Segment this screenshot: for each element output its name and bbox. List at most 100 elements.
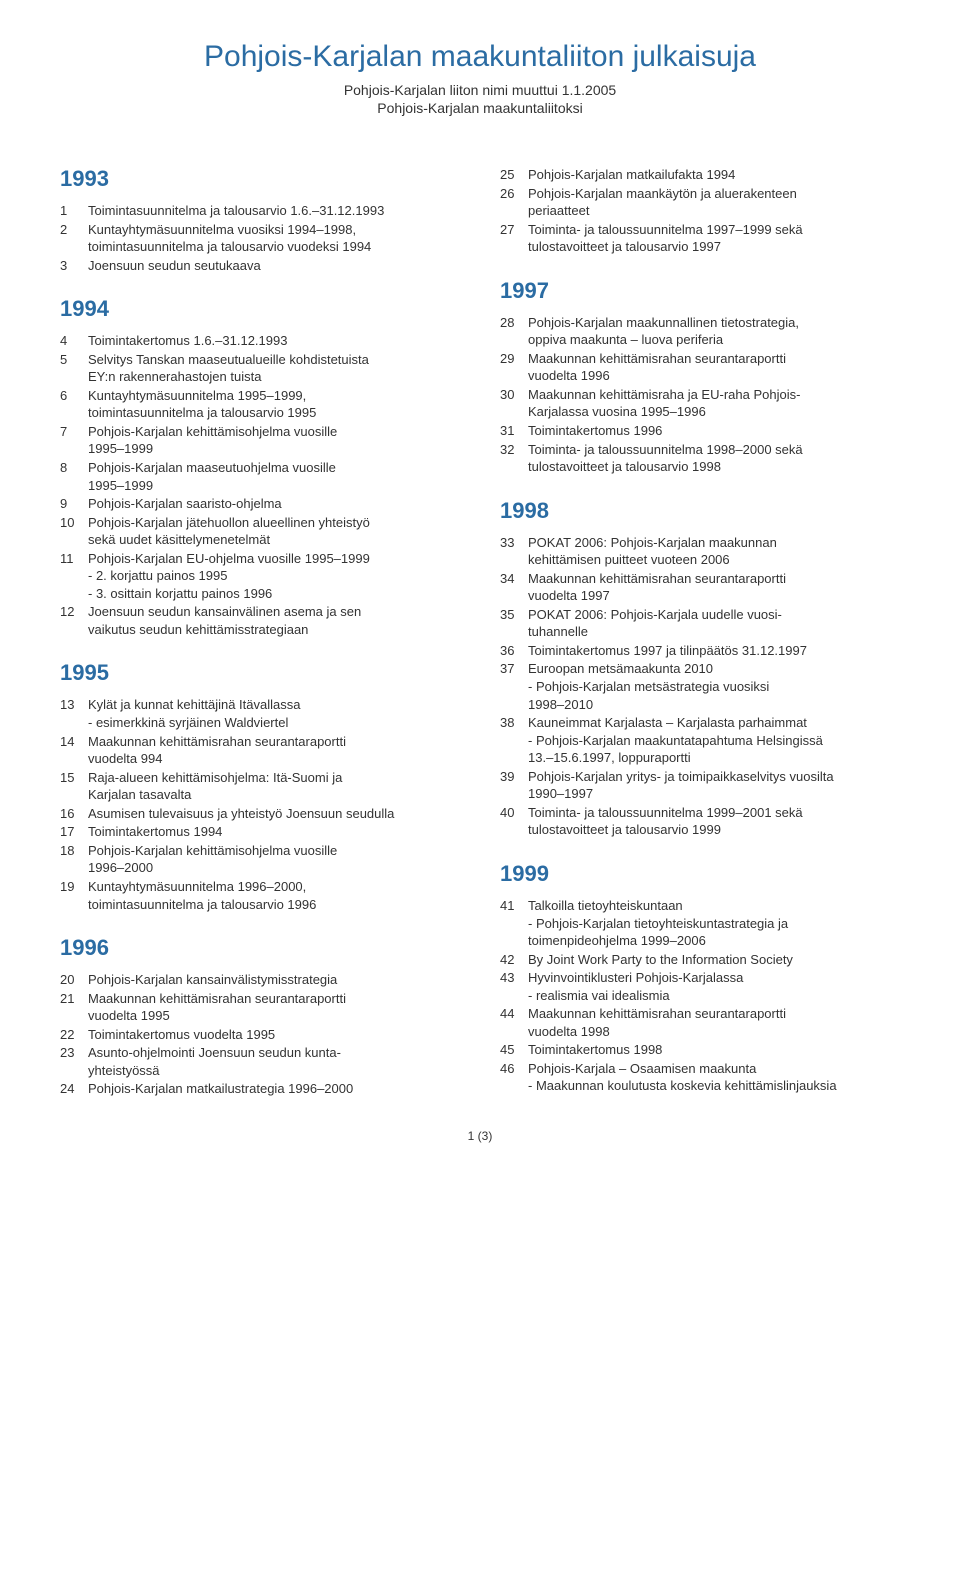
list-item: 18Pohjois-Karjalan kehittämisohjelma vuo… <box>60 842 460 877</box>
item-text: Pohjois-Karjalan matkailufakta 1994 <box>528 166 900 184</box>
list-item: 40Toiminta- ja taloussuunnitelma 1999–20… <box>500 804 900 839</box>
list-item: 34Maakunnan kehittämisrahan seurantarapo… <box>500 570 900 605</box>
year-heading: 1999 <box>500 861 900 887</box>
page-footer: 1 (3) <box>60 1129 900 1143</box>
list-item: 30Maakunnan kehittämisraha ja EU-raha Po… <box>500 386 900 421</box>
item-number: 1 <box>60 202 88 220</box>
right-column: 25Pohjois-Karjalan matkailufakta 199426P… <box>500 166 900 1099</box>
item-number: 8 <box>60 459 88 494</box>
list-item: 1Toimintasuunnitelma ja talousarvio 1.6.… <box>60 202 460 220</box>
item-text: Pohjois-Karjalan saaristo-ohjelma <box>88 495 460 513</box>
item-number: 7 <box>60 423 88 458</box>
item-number: 12 <box>60 603 88 638</box>
list-item: 37Euroopan metsämaakunta 2010 - Pohjois-… <box>500 660 900 713</box>
item-number: 17 <box>60 823 88 841</box>
item-text: Pohjois-Karjalan maankäytön ja alueraken… <box>528 185 900 220</box>
item-text: Raja-alueen kehittämisohjelma: Itä-Suomi… <box>88 769 460 804</box>
item-text: Maakunnan kehittämisrahan seurantaraport… <box>528 570 900 605</box>
item-number: 3 <box>60 257 88 275</box>
item-number: 20 <box>60 971 88 989</box>
entry-list: 33POKAT 2006: Pohjois-Karjalan maakunnan… <box>500 534 900 839</box>
item-text: Toimintakertomus 1994 <box>88 823 460 841</box>
item-number: 32 <box>500 441 528 476</box>
item-number: 39 <box>500 768 528 803</box>
item-number: 15 <box>60 769 88 804</box>
list-item: 45Toimintakertomus 1998 <box>500 1041 900 1059</box>
item-number: 4 <box>60 332 88 350</box>
item-text: Toimintakertomus 1.6.–31.12.1993 <box>88 332 460 350</box>
item-text: Kylät ja kunnat kehittäjinä Itävallassa … <box>88 696 460 731</box>
item-text: Kuntayhtymäsuunnitelma vuosiksi 1994–199… <box>88 221 460 256</box>
entry-list: 20Pohjois-Karjalan kansainvälistymisstra… <box>60 971 460 1098</box>
entry-list: 13Kylät ja kunnat kehittäjinä Itävallass… <box>60 696 460 913</box>
item-text: Toimintasuunnitelma ja talousarvio 1.6.–… <box>88 202 460 220</box>
item-number: 37 <box>500 660 528 713</box>
year-heading: 1998 <box>500 498 900 524</box>
item-number: 18 <box>60 842 88 877</box>
list-item: 42By Joint Work Party to the Information… <box>500 951 900 969</box>
item-number: 21 <box>60 990 88 1025</box>
item-text: Pohjois-Karjalan matkailustrategia 1996–… <box>88 1080 460 1098</box>
list-item: 10Pohjois-Karjalan jätehuollon alueellin… <box>60 514 460 549</box>
page-subtitle-1: Pohjois-Karjalan liiton nimi muuttui 1.1… <box>60 82 900 98</box>
item-number: 41 <box>500 897 528 950</box>
item-text: Toimintakertomus 1997 ja tilinpäätös 31.… <box>528 642 900 660</box>
left-column: 19931Toimintasuunnitelma ja talousarvio … <box>60 166 460 1099</box>
list-item: 4Toimintakertomus 1.6.–31.12.1993 <box>60 332 460 350</box>
item-number: 14 <box>60 733 88 768</box>
item-text: Asumisen tulevaisuus ja yhteistyö Joensu… <box>88 805 460 823</box>
item-text: Kuntayhtymäsuunnitelma 1996–2000, toimin… <box>88 878 460 913</box>
item-text: POKAT 2006: Pohjois-Karjala uudelle vuos… <box>528 606 900 641</box>
item-text: Pohjois-Karjala – Osaamisen maakunta - M… <box>528 1060 900 1095</box>
entry-list: 28Pohjois-Karjalan maakunnallinen tietos… <box>500 314 900 476</box>
entry-list: 4Toimintakertomus 1.6.–31.12.19935Selvit… <box>60 332 460 638</box>
year-heading: 1997 <box>500 278 900 304</box>
list-item: 32Toiminta- ja taloussuunnitelma 1998–20… <box>500 441 900 476</box>
item-text: Pohjois-Karjalan kansainvälistymisstrate… <box>88 971 460 989</box>
item-number: 27 <box>500 221 528 256</box>
item-text: Asunto-ohjelmointi Joensuun seudun kunta… <box>88 1044 460 1079</box>
item-number: 43 <box>500 969 528 1004</box>
page-subtitle-2: Pohjois-Karjalan maakuntaliitoksi <box>60 100 900 116</box>
item-text: Hyvinvointiklusteri Pohjois-Karjalassa -… <box>528 969 900 1004</box>
list-item: 28Pohjois-Karjalan maakunnallinen tietos… <box>500 314 900 349</box>
list-item: 17Toimintakertomus 1994 <box>60 823 460 841</box>
item-text: Toimintakertomus 1998 <box>528 1041 900 1059</box>
list-item: 23Asunto-ohjelmointi Joensuun seudun kun… <box>60 1044 460 1079</box>
item-number: 28 <box>500 314 528 349</box>
item-number: 19 <box>60 878 88 913</box>
list-item: 46Pohjois-Karjala – Osaamisen maakunta -… <box>500 1060 900 1095</box>
item-number: 34 <box>500 570 528 605</box>
year-heading: 1996 <box>60 935 460 961</box>
item-number: 38 <box>500 714 528 767</box>
list-item: 21Maakunnan kehittämisrahan seurantarapo… <box>60 990 460 1025</box>
item-text: Pohjois-Karjalan yritys- ja toimipaikkas… <box>528 768 900 803</box>
list-item: 24Pohjois-Karjalan matkailustrategia 199… <box>60 1080 460 1098</box>
list-item: 27Toiminta- ja taloussuunnitelma 1997–19… <box>500 221 900 256</box>
item-text: Toiminta- ja taloussuunnitelma 1999–2001… <box>528 804 900 839</box>
item-number: 25 <box>500 166 528 184</box>
list-item: 14Maakunnan kehittämisrahan seurantarapo… <box>60 733 460 768</box>
list-item: 9Pohjois-Karjalan saaristo-ohjelma <box>60 495 460 513</box>
item-number: 2 <box>60 221 88 256</box>
item-text: Talkoilla tietoyhteiskuntaan - Pohjois-K… <box>528 897 900 950</box>
columns-wrap: 19931Toimintasuunnitelma ja talousarvio … <box>60 166 900 1099</box>
item-number: 13 <box>60 696 88 731</box>
entry-list: 1Toimintasuunnitelma ja talousarvio 1.6.… <box>60 202 460 274</box>
item-number: 45 <box>500 1041 528 1059</box>
item-text: Kuntayhtymäsuunnitelma 1995–1999, toimin… <box>88 387 460 422</box>
list-item: 39Pohjois-Karjalan yritys- ja toimipaikk… <box>500 768 900 803</box>
entry-list: 41Talkoilla tietoyhteiskuntaan - Pohjois… <box>500 897 900 1095</box>
item-text: Selvitys Tanskan maaseutualueille kohdis… <box>88 351 460 386</box>
item-number: 30 <box>500 386 528 421</box>
list-item: 29Maakunnan kehittämisrahan seurantarapo… <box>500 350 900 385</box>
year-heading: 1995 <box>60 660 460 686</box>
item-text: By Joint Work Party to the Information S… <box>528 951 900 969</box>
item-number: 22 <box>60 1026 88 1044</box>
list-item: 26Pohjois-Karjalan maankäytön ja aluerak… <box>500 185 900 220</box>
item-text: Euroopan metsämaakunta 2010 - Pohjois-Ka… <box>528 660 900 713</box>
list-item: 38Kauneimmat Karjalasta – Karjalasta par… <box>500 714 900 767</box>
list-item: 3Joensuun seudun seutukaava <box>60 257 460 275</box>
item-number: 46 <box>500 1060 528 1095</box>
list-item: 44Maakunnan kehittämisrahan seurantarapo… <box>500 1005 900 1040</box>
